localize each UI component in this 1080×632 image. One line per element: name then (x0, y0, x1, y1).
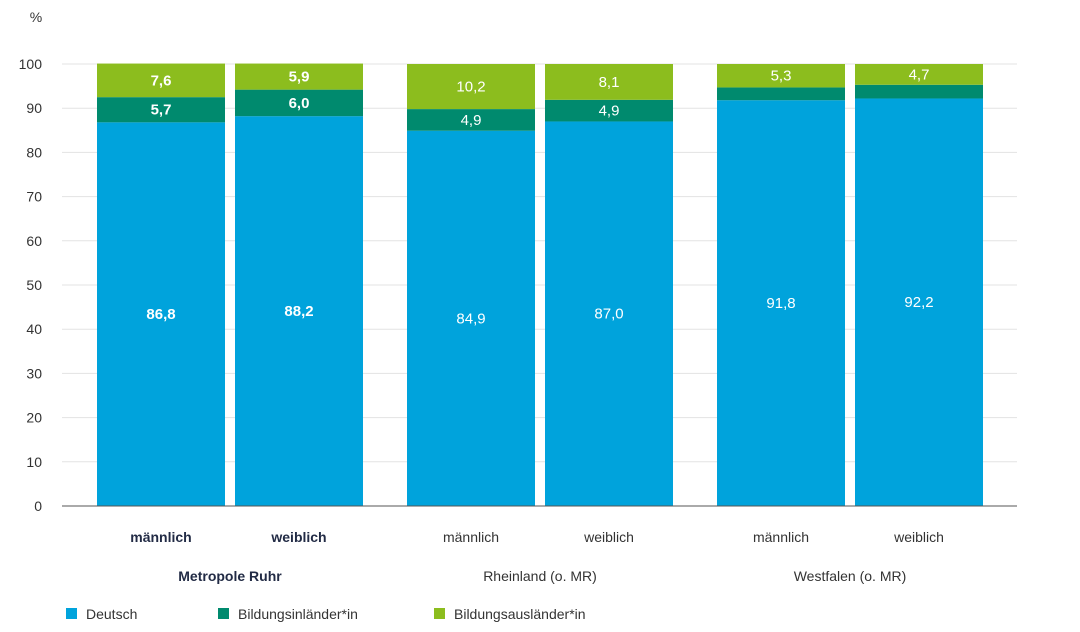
bar-segment-bildungsinl-nder-in (407, 109, 535, 131)
y-tick-label: 20 (26, 410, 42, 426)
bar-segment-deutsch (407, 130, 535, 506)
data-label: 5,7 (151, 102, 172, 119)
y-tick-label: 80 (26, 144, 42, 160)
legend-label: Bildungsausländer*in (454, 606, 586, 622)
category-label: weiblich (270, 529, 326, 545)
bar-segment-bildungsinl-nder-in (717, 87, 845, 101)
legend-swatch (66, 608, 77, 619)
y-tick-label: 10 (26, 454, 42, 470)
y-tick-label: 90 (26, 100, 42, 116)
bar-segment-bildungsinl-nder-in (97, 97, 225, 123)
y-tick-label: 0 (34, 498, 42, 514)
bar-segment-bildungsausl-nder-in (407, 64, 535, 110)
data-label: 88,2 (284, 303, 313, 320)
bar-segment-deutsch (855, 98, 983, 506)
data-label: 84,9 (456, 310, 485, 327)
legend-swatch (434, 608, 445, 619)
bar-segment-deutsch (717, 100, 845, 506)
bar-segment-deutsch (235, 116, 363, 506)
category-label: männlich (130, 529, 191, 545)
category-label: männlich (443, 529, 499, 545)
bar-segment-deutsch (545, 121, 673, 507)
y-tick-label: 100 (19, 56, 43, 72)
legend-swatch (218, 608, 229, 619)
y-tick-label: 50 (26, 277, 42, 293)
data-label: 5,9 (289, 69, 310, 86)
bar-segment-bildungsausl-nder-in (235, 63, 363, 90)
data-label: 10,2 (456, 79, 485, 96)
data-label: 8,1 (599, 74, 620, 91)
category-label: weiblich (583, 529, 634, 545)
legend-label: Deutsch (86, 606, 137, 622)
y-tick-label: 40 (26, 321, 42, 337)
group-label: Rheinland (o. MR) (483, 568, 597, 584)
bar-segment-deutsch (97, 122, 225, 507)
data-label: 5,3 (771, 68, 792, 85)
y-tick-label: 70 (26, 189, 42, 205)
data-label: 6,0 (289, 95, 310, 112)
bar-segment-bildungsinl-nder-in (855, 84, 983, 99)
bar-segment-bildungsausl-nder-in (97, 63, 225, 98)
bar-segment-bildungsausl-nder-in (545, 64, 673, 100)
bar-segment-bildungsausl-nder-in (855, 64, 983, 85)
bar-segment-bildungsausl-nder-in (717, 64, 845, 88)
category-label: weiblich (893, 529, 944, 545)
data-label: 4,7 (909, 66, 930, 83)
y-tick-label: 30 (26, 365, 42, 381)
bar-segment-bildungsinl-nder-in (235, 89, 363, 117)
category-label: männlich (753, 529, 809, 545)
group-label: Westfalen (o. MR) (794, 568, 907, 584)
data-label: 7,6 (151, 72, 172, 89)
group-label: Metropole Ruhr (178, 568, 282, 584)
data-label: 92,2 (904, 294, 933, 311)
data-label: 87,0 (594, 306, 623, 323)
legend-label: Bildungsinländer*in (238, 606, 358, 622)
data-label: 4,9 (599, 103, 620, 120)
data-label: 4,9 (461, 112, 482, 129)
data-label: 86,8 (146, 306, 175, 323)
y-tick-label: 60 (26, 233, 42, 249)
y-axis-unit: % (30, 9, 42, 25)
bar-segment-bildungsinl-nder-in (545, 99, 673, 122)
data-label: 91,8 (766, 295, 795, 312)
